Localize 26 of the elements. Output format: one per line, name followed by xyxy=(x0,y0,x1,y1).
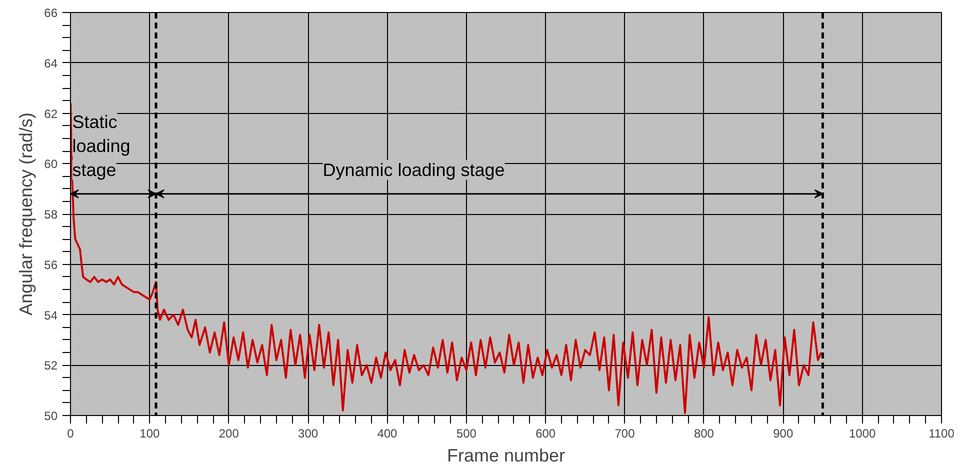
y-tick-label: 50 xyxy=(44,409,58,423)
y-tick-label: 52 xyxy=(44,358,58,373)
y-tick-label: 54 xyxy=(44,308,58,322)
x-tick-label: 200 xyxy=(218,426,240,440)
x-tick-label: 900 xyxy=(773,426,794,440)
x-tick-label: 100 xyxy=(140,426,160,440)
annotation: Dynamic loading stage xyxy=(322,160,505,180)
x-tick-label: 1100 xyxy=(928,426,955,440)
x-tick-label: 500 xyxy=(456,426,477,440)
line-series xyxy=(70,102,822,414)
x-tick-label: 700 xyxy=(614,426,636,440)
x-tick-label: 800 xyxy=(694,426,714,440)
y-axis-title: Angular frequency (rad/s) xyxy=(16,112,36,316)
x-axis-title: Frame number xyxy=(446,446,566,466)
y-tick-label: 62 xyxy=(44,106,58,121)
x-tick-label: 600 xyxy=(536,426,556,440)
y-tick-label: 56 xyxy=(44,258,58,272)
x-tick-label: 400 xyxy=(377,426,398,440)
y-tick-label: 64 xyxy=(44,56,58,70)
x-tick-label: 1000 xyxy=(848,426,876,440)
x-tick-label: 0 xyxy=(67,426,74,440)
y-tick-label: 66 xyxy=(44,6,58,20)
y-tick-label: 58 xyxy=(44,208,58,222)
annotation: Static loading stage xyxy=(72,112,130,180)
y-tick-label: 60 xyxy=(44,157,58,172)
x-tick-label: 300 xyxy=(298,426,318,440)
